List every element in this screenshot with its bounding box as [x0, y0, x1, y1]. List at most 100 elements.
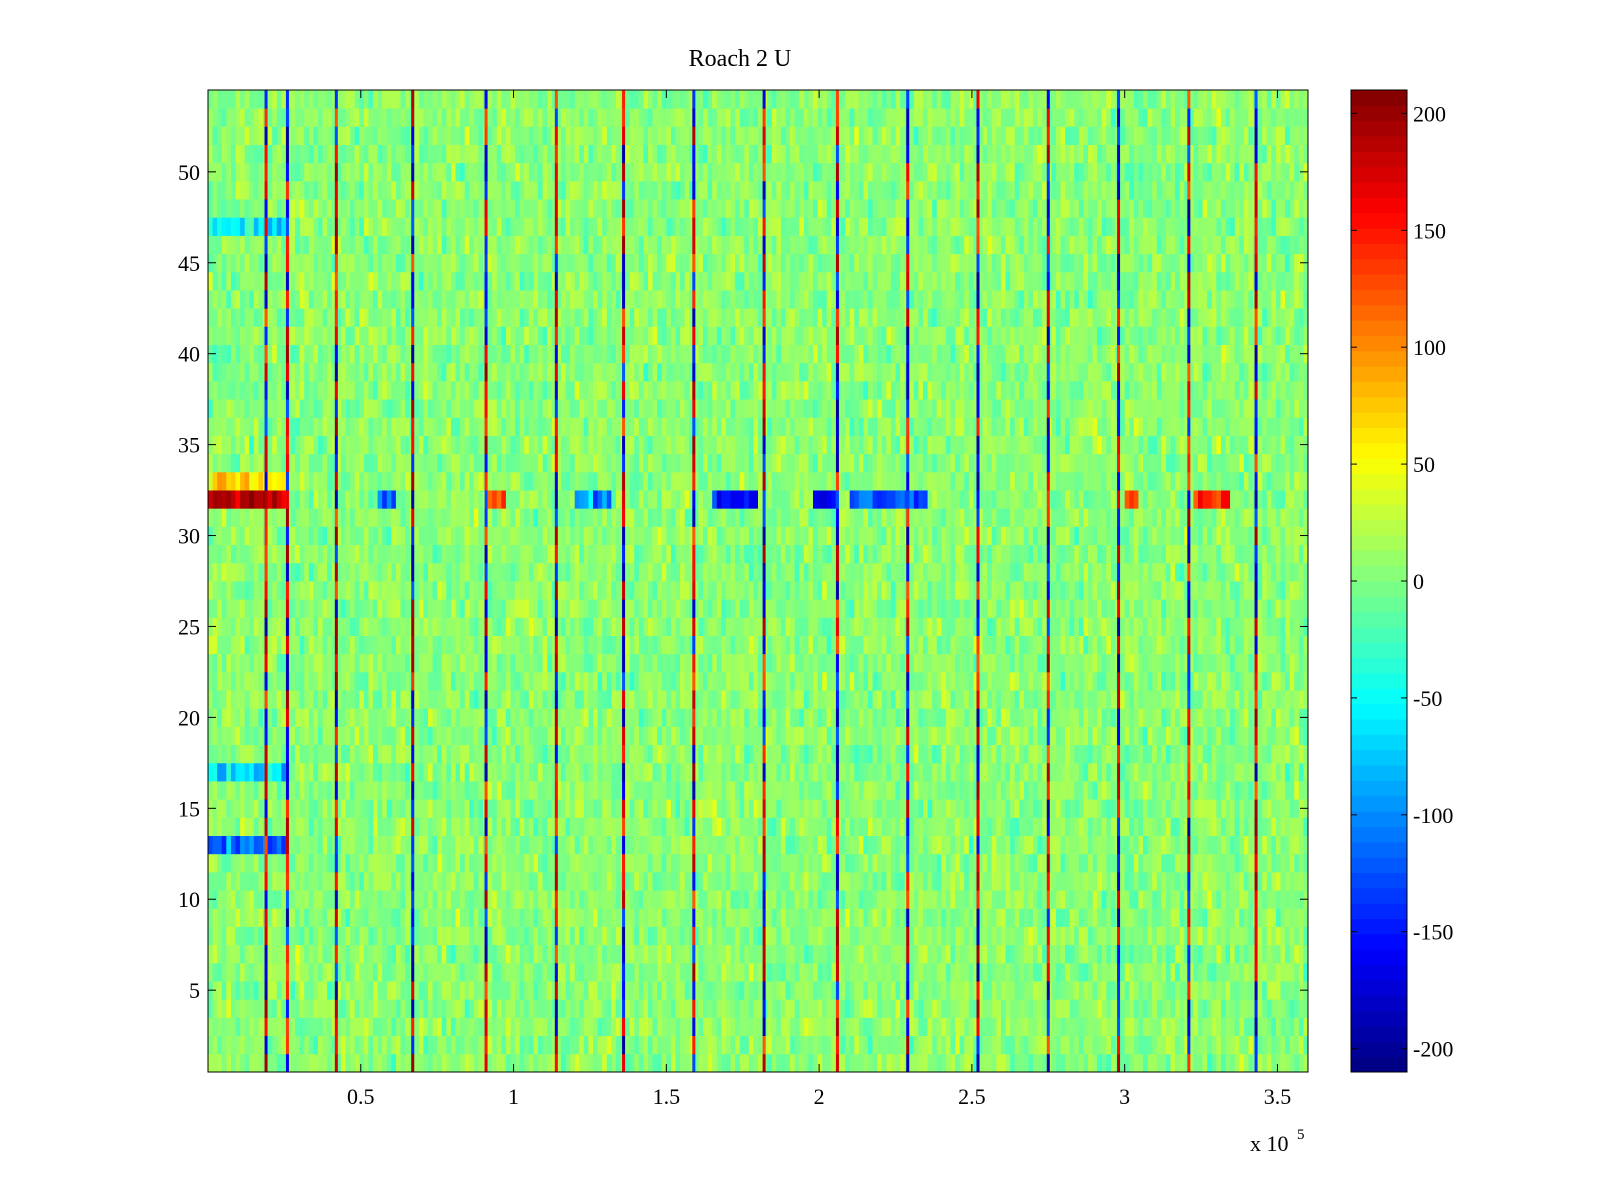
- heatmap-cell: [565, 835, 571, 855]
- heatmap-cell: [854, 781, 860, 800]
- heatmap-cell: [487, 908, 493, 927]
- heatmap-cell: [955, 690, 961, 709]
- heatmap-cell: [1198, 817, 1203, 836]
- heatmap-cell: [1257, 944, 1263, 964]
- heatmap-cell: [446, 835, 452, 855]
- heatmap-cell: [629, 853, 635, 873]
- heatmap-cell: [1248, 781, 1254, 800]
- heatmap-cell: [1294, 926, 1300, 946]
- heatmap-cell: [1005, 708, 1011, 727]
- heatmap-cell: [643, 944, 649, 964]
- heatmap-cell: [670, 890, 676, 909]
- heatmap-cell: [1133, 1035, 1139, 1055]
- heatmap-cell: [428, 762, 433, 782]
- heatmap-cell: [1152, 744, 1158, 764]
- heatmap-cell: [423, 981, 429, 1000]
- heatmap-cell: [808, 908, 814, 927]
- heatmap-cell: [235, 690, 241, 709]
- heatmap-cell: [350, 871, 356, 891]
- heatmap-cell: [890, 853, 896, 873]
- heatmap-cell: [1060, 781, 1066, 800]
- heatmap-cell: [258, 962, 264, 982]
- heatmap-cell: [945, 981, 951, 1000]
- heatmap-cell: [1184, 926, 1190, 946]
- heatmap-cell: [492, 817, 498, 836]
- heatmap-cell: [1289, 1017, 1295, 1037]
- heatmap-cell: [666, 762, 672, 782]
- heatmap-cell: [1088, 744, 1093, 764]
- heatmap-cell: [822, 799, 828, 818]
- heatmap-cell: [739, 1017, 745, 1037]
- heatmap-cell: [1028, 762, 1034, 782]
- heatmap-cell: [418, 981, 424, 1000]
- heatmap-cell: [629, 799, 635, 818]
- heatmap-cell: [240, 1017, 246, 1037]
- heatmap-cell: [634, 762, 640, 782]
- heatmap-cell: [1225, 762, 1231, 782]
- heatmap-cell: [1234, 708, 1240, 727]
- heatmap-cell: [780, 690, 786, 709]
- heatmap-cell: [547, 1053, 553, 1073]
- heatmap-cell: [629, 1035, 635, 1055]
- heatmap-cell: [693, 1035, 699, 1055]
- heatmap-cell: [790, 835, 796, 855]
- heatmap-cell: [1010, 817, 1016, 836]
- heatmap-cell: [1170, 762, 1176, 782]
- heatmap-cell: [565, 781, 571, 800]
- heatmap-cell: [684, 944, 690, 964]
- heatmap-cell: [1023, 835, 1029, 855]
- heatmap-cell: [661, 926, 667, 946]
- heatmap-cell: [1257, 962, 1263, 982]
- heatmap-cell: [602, 871, 608, 891]
- heatmap-cell: [854, 1053, 860, 1073]
- heatmap-cell: [244, 835, 250, 855]
- heatmap-cell: [611, 835, 617, 855]
- heatmap-cell: [336, 781, 342, 800]
- heatmap-cell: [808, 744, 814, 764]
- heatmap-cell: [318, 708, 323, 727]
- heatmap-cell: [1193, 781, 1199, 800]
- heatmap-cell: [955, 708, 961, 727]
- heatmap-cell: [322, 817, 328, 836]
- heatmap-cell: [331, 871, 337, 891]
- heatmap-cell: [840, 781, 846, 800]
- heatmap-cell: [441, 835, 447, 855]
- heatmap-cell: [1216, 871, 1222, 891]
- heatmap-cell: [487, 944, 493, 964]
- heatmap-cell: [845, 762, 851, 782]
- heatmap-cell: [932, 744, 938, 764]
- heatmap-cell: [597, 1017, 603, 1037]
- heatmap-cell: [826, 962, 832, 982]
- heatmap-cell: [340, 962, 346, 982]
- heatmap-cell: [1124, 944, 1130, 964]
- heatmap-cell: [487, 890, 493, 909]
- heatmap-cell: [996, 908, 1002, 927]
- heatmap-cell: [950, 908, 956, 927]
- heatmap-cell: [428, 871, 433, 891]
- heatmap-cell: [881, 817, 887, 836]
- heatmap-cell: [428, 1017, 433, 1037]
- heatmap-cell: [235, 926, 241, 946]
- heatmap-cell: [826, 817, 832, 836]
- heatmap-cell: [382, 908, 388, 927]
- heatmap-cell: [574, 908, 580, 927]
- heatmap-cell: [226, 762, 232, 782]
- heatmap-cell: [886, 962, 892, 982]
- heatmap-cell: [1262, 853, 1268, 873]
- heatmap-cell: [336, 926, 342, 946]
- heatmap-cell: [913, 1035, 919, 1055]
- heatmap-cell: [698, 781, 704, 800]
- heatmap-cell: [1280, 708, 1286, 727]
- heatmap-cell: [1078, 708, 1084, 727]
- heatmap-cell: [748, 799, 754, 818]
- heatmap-cell: [822, 1035, 828, 1055]
- heatmap-cell: [395, 690, 401, 709]
- heatmap-cell: [959, 999, 965, 1018]
- heatmap-cell: [588, 999, 594, 1018]
- heatmap-cell: [964, 726, 970, 746]
- heatmap-cell: [235, 908, 241, 927]
- heatmap-cell: [327, 908, 333, 927]
- heatmap-cell: [996, 871, 1002, 891]
- heatmap-cell: [817, 962, 823, 982]
